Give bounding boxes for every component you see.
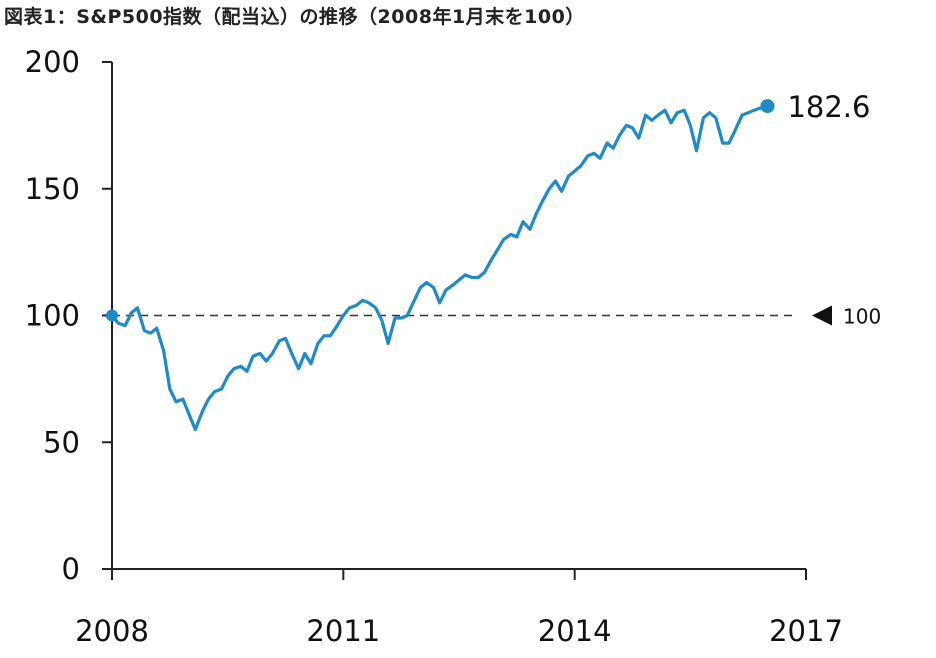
x-tick-label: 2008 xyxy=(75,614,149,648)
y-tick-label: 100 xyxy=(25,299,80,333)
y-axis-ticks: 0 50 100 150 200 xyxy=(25,45,112,586)
x-axis-ticks: 2008 2011 2014 2017 xyxy=(75,569,843,648)
x-tick-label: 2017 xyxy=(769,614,843,648)
chart-title: 図表1：S&P500指数（配当込）の推移（2008年1月末を100） xyxy=(4,6,585,28)
end-point-marker xyxy=(760,99,775,114)
y-tick-label: 0 xyxy=(62,552,80,586)
y-tick-label: 150 xyxy=(25,172,80,206)
reference-line-label: 100 xyxy=(843,305,881,329)
reference-marker-icon xyxy=(812,305,832,326)
x-tick-label: 2014 xyxy=(538,614,612,648)
y-tick-label: 50 xyxy=(43,425,80,459)
x-tick-label: 2011 xyxy=(306,614,380,648)
series-line xyxy=(110,104,770,432)
series-group: 182.6 xyxy=(106,90,870,432)
reference-line-group: 100 xyxy=(112,305,881,329)
end-value-label: 182.6 xyxy=(787,90,870,124)
start-point-marker xyxy=(106,309,118,322)
y-tick-label: 200 xyxy=(25,45,80,79)
